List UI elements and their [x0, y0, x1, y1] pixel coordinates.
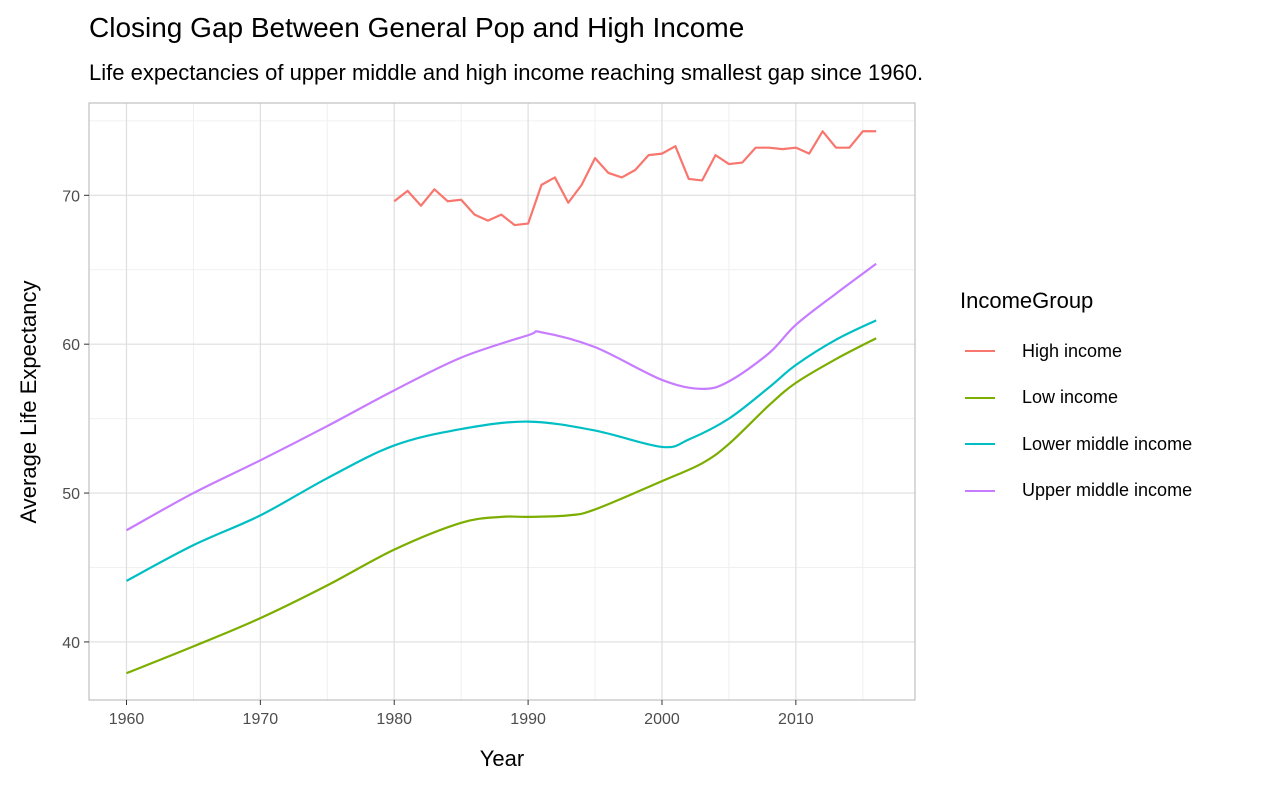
chart-title: Closing Gap Between General Pop and High…: [89, 12, 745, 43]
legend-item-upper-middle-income: Upper middle income: [960, 468, 1192, 515]
legend-label: Lower middle income: [1022, 433, 1193, 454]
y-tick-label: 70: [62, 188, 80, 205]
x-axis-title: Year: [480, 746, 524, 771]
y-tick-label: 60: [62, 337, 80, 354]
x-tick-label: 2010: [778, 711, 814, 728]
legend-item-high-income: High income: [960, 328, 1192, 375]
x-tick-label: 1990: [510, 711, 546, 728]
x-tick-label: 2000: [644, 711, 680, 728]
panel-border: [88, 102, 916, 701]
legend-key: [965, 396, 995, 399]
x-tick-label: 1980: [376, 711, 412, 728]
chart-subtitle: Life expectancies of upper middle and hi…: [89, 60, 924, 85]
legend: IncomeGroup High income Low income Lower m…: [960, 288, 1192, 514]
y-tick-label: 40: [62, 635, 80, 652]
y-tick-label: 50: [62, 486, 80, 503]
legend-item-lower-middle-income: Lower middle income: [960, 421, 1192, 468]
legend-label: Upper middle income: [1022, 480, 1193, 501]
y-axis-title: Average Life Expectancy: [16, 281, 41, 524]
legend-label: High income: [1022, 340, 1123, 361]
legend-item-low-income: Low income: [960, 375, 1192, 422]
series-line-upper-middle-income: [125, 262, 877, 532]
x-tick-label: 1970: [243, 711, 279, 728]
legend-key: [965, 443, 995, 446]
legend-label: Low income: [1022, 387, 1119, 408]
legend-title: IncomeGroup: [960, 288, 1094, 313]
series-line-high-income: [393, 130, 877, 227]
series-line-low-income: [126, 337, 877, 675]
legend-key: [965, 350, 995, 353]
legend-key: [965, 489, 995, 492]
x-tick-label: 1960: [109, 711, 145, 728]
series-line-lower-middle-income: [125, 319, 877, 582]
